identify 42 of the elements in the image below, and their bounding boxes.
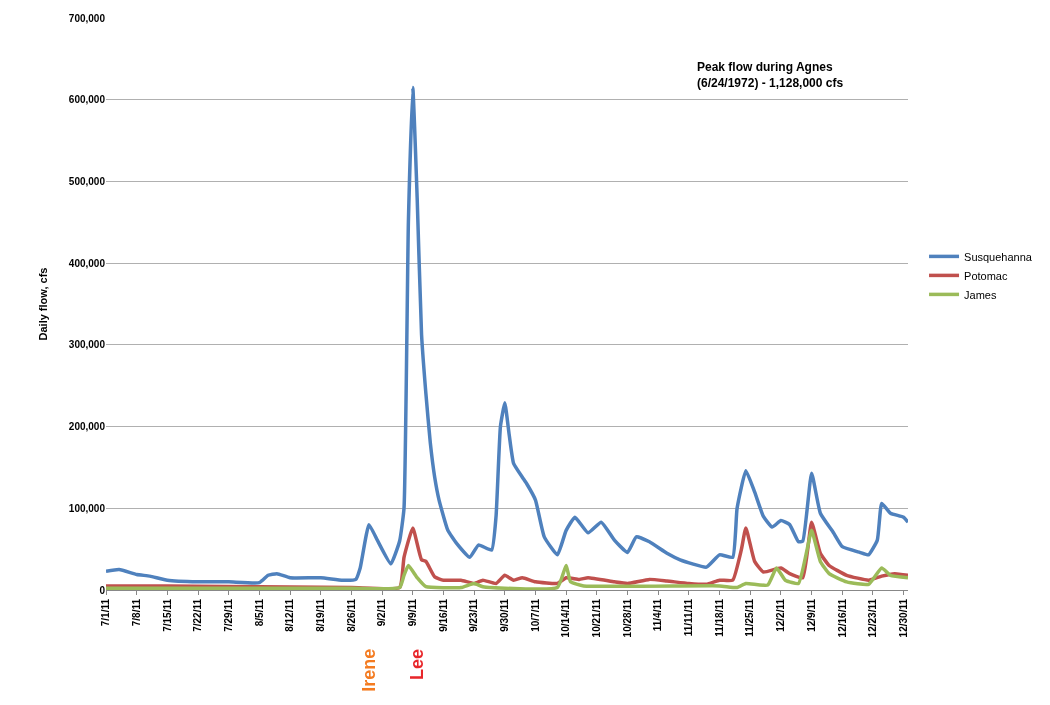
x-tick-label: 11/4/11 [652, 598, 664, 632]
y-tick-label: 0 [99, 584, 106, 596]
x-tick-label: 7/15/11 [161, 598, 173, 632]
legend-label: James [964, 288, 997, 301]
x-tick-label: 10/28/11 [621, 598, 633, 638]
x-tick-label: 9/23/11 [468, 598, 480, 632]
x-tick-label: 9/2/11 [376, 598, 388, 627]
legend-label: Potomac [964, 269, 1008, 282]
y-tick-label: 400,000 [68, 257, 106, 269]
x-tick-label: 8/12/11 [284, 598, 296, 632]
x-tick-label: 10/14/11 [560, 598, 572, 638]
x-tick-label: 9/9/11 [407, 598, 419, 627]
annotation: Peak flow during Agnes (6/24/1972) - 1,128,000 cfs [697, 60, 844, 90]
x-tick-label: 11/11/11 [683, 598, 695, 637]
x-tick-label: 10/21/11 [591, 598, 603, 638]
x-tick-label: 12/23/11 [867, 598, 879, 638]
x-tick-label: 12/9/11 [805, 598, 817, 632]
x-tick-label: 7/22/11 [192, 598, 204, 632]
x-tick-label: 12/16/11 [836, 598, 848, 638]
x-tick-label: 11/25/11 [744, 598, 756, 637]
x-tick-label: 8/19/11 [314, 598, 326, 632]
x-tick-label: 7/1/11 [100, 598, 112, 627]
x-tick-label: 8/26/11 [345, 598, 357, 632]
y-tick-label: 500,000 [68, 175, 106, 187]
x-tick-label: 7/8/11 [130, 598, 142, 627]
y-tick-label: 300,000 [68, 339, 106, 351]
y-tick-label: 700,000 [68, 12, 106, 24]
y-axis-title: Daily flow, cfs [37, 267, 50, 341]
x-tick-label: 9/16/11 [437, 598, 449, 632]
y-tick-label: 600,000 [68, 94, 106, 106]
x-tick-label: 10/7/11 [529, 598, 541, 632]
y-tick-label: 200,000 [68, 421, 106, 433]
y-tick-label: 100,000 [68, 502, 106, 514]
text: Irene [359, 648, 380, 692]
x-tick-label: 9/30/11 [499, 598, 511, 632]
x-tick-label: 8/5/11 [253, 598, 265, 627]
text: Lee [406, 649, 427, 681]
x-tick-label: 11/18/11 [713, 598, 725, 637]
x-tick-label: 7/29/11 [222, 598, 234, 632]
legend-label: Susquehanna [964, 250, 1033, 263]
x-tick-label: 12/2/11 [775, 598, 787, 632]
x-tick-label: 12/30/11 [897, 598, 909, 638]
